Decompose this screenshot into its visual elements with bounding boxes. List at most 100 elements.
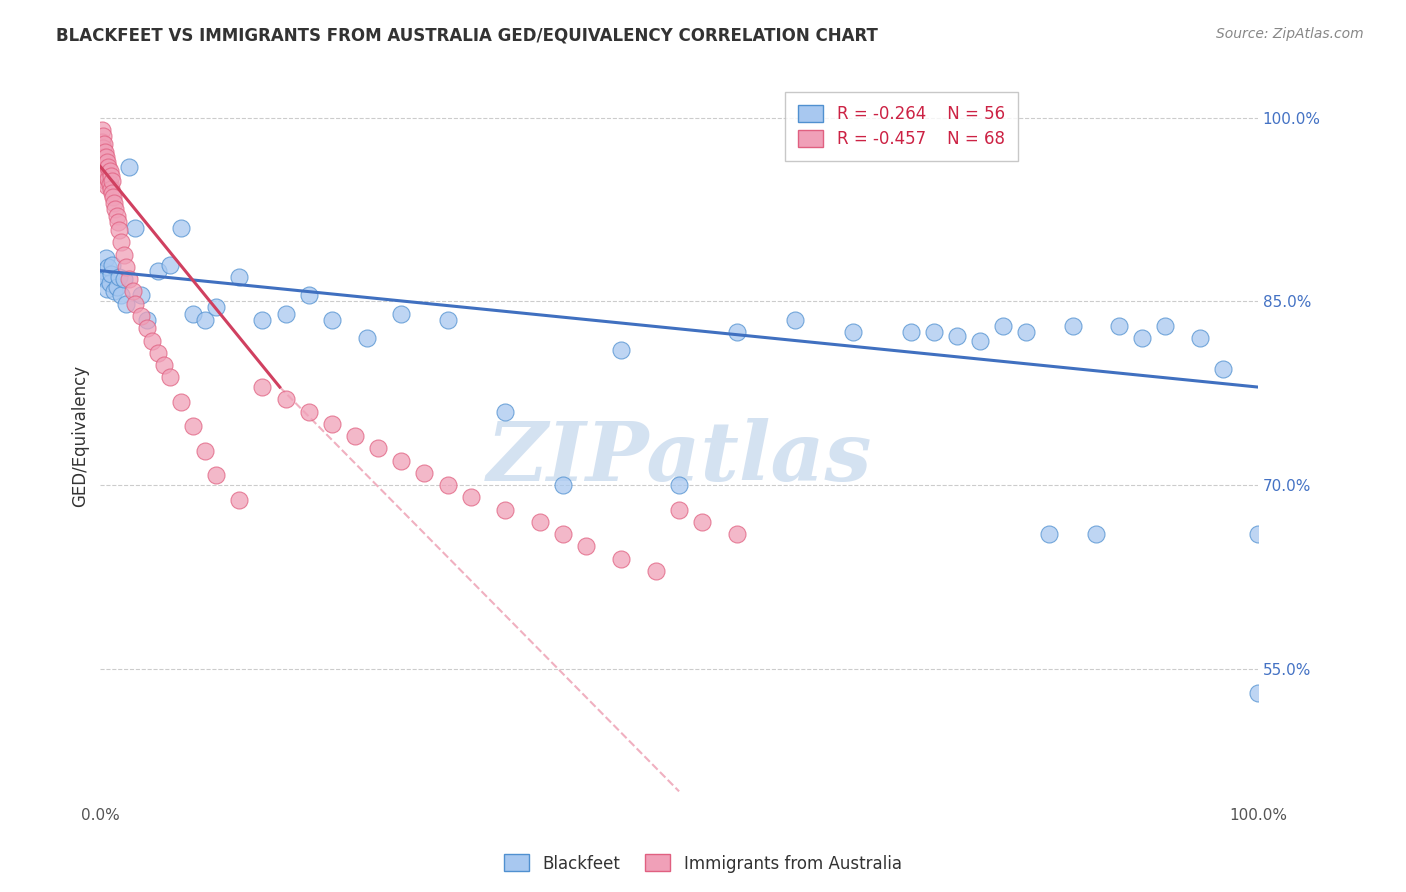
Legend: R = -0.264    N = 56, R = -0.457    N = 68: R = -0.264 N = 56, R = -0.457 N = 68 [785, 92, 1018, 161]
Point [90, 135, 112, 149]
Point [495, 502, 517, 516]
Point [1084, 527, 1107, 541]
Point [413, 466, 436, 480]
Point [725, 527, 748, 541]
Point [252, 312, 274, 326]
Point [135, 312, 157, 326]
Point [193, 443, 215, 458]
Point [118, 160, 141, 174]
Point [101, 190, 124, 204]
Point [1247, 686, 1270, 700]
Point [90, 147, 112, 161]
Point [274, 392, 297, 407]
Point [91, 128, 114, 143]
Point [436, 312, 458, 326]
Point [460, 491, 482, 505]
Point [1062, 318, 1084, 333]
Point [181, 307, 204, 321]
Point [107, 215, 129, 229]
Point [101, 174, 124, 188]
Point [103, 196, 125, 211]
Point [1038, 527, 1060, 541]
Point [228, 492, 250, 507]
Point [93, 150, 115, 164]
Point [100, 181, 122, 195]
Point [112, 272, 135, 286]
Point [356, 331, 378, 345]
Point [110, 235, 132, 250]
Point [110, 288, 132, 302]
Point [205, 468, 228, 483]
Point [91, 141, 114, 155]
Point [105, 279, 128, 293]
Point [610, 343, 633, 358]
Point [725, 325, 748, 339]
Point [298, 288, 321, 302]
Point [96, 167, 118, 181]
Point [575, 539, 598, 553]
Point [148, 345, 170, 359]
Point [100, 268, 122, 282]
Point [135, 321, 157, 335]
Point [94, 150, 117, 164]
Point [94, 169, 117, 184]
Point [436, 478, 458, 492]
Point [97, 260, 120, 274]
Point [103, 285, 125, 299]
Point [93, 161, 115, 176]
Point [343, 429, 366, 443]
Point [922, 325, 945, 339]
Point [1212, 361, 1234, 376]
Point [100, 169, 122, 184]
Point [321, 417, 343, 431]
Point [101, 258, 124, 272]
Point [228, 269, 250, 284]
Point [170, 394, 193, 409]
Point [129, 288, 152, 302]
Point [298, 404, 321, 418]
Point [141, 334, 163, 348]
Point [193, 312, 215, 326]
Point [252, 380, 274, 394]
Point [969, 334, 991, 348]
Point [1015, 325, 1038, 339]
Point [114, 297, 136, 311]
Point [114, 260, 136, 274]
Point [841, 325, 863, 339]
Point [97, 160, 120, 174]
Point [1154, 318, 1177, 333]
Point [129, 309, 152, 323]
Point [112, 248, 135, 262]
Point [690, 515, 713, 529]
Point [148, 263, 170, 277]
Point [1247, 527, 1270, 541]
Point [108, 223, 131, 237]
Point [181, 419, 204, 434]
Point [170, 220, 193, 235]
Point [105, 209, 128, 223]
Legend: Blackfeet, Immigrants from Australia: Blackfeet, Immigrants from Australia [498, 847, 908, 880]
Point [389, 307, 412, 321]
Point [108, 269, 131, 284]
Point [98, 177, 121, 191]
Point [159, 258, 181, 272]
Point [153, 358, 176, 372]
Point [159, 370, 181, 384]
Point [1188, 331, 1211, 345]
Point [93, 137, 115, 152]
Point [96, 154, 118, 169]
Point [610, 551, 633, 566]
Point [94, 272, 117, 286]
Point [90, 122, 112, 136]
Point [1108, 318, 1130, 333]
Point [94, 174, 117, 188]
Point [94, 161, 117, 176]
Point [118, 272, 141, 286]
Point [946, 328, 969, 343]
Point [1130, 331, 1153, 345]
Point [91, 153, 114, 168]
Point [321, 312, 343, 326]
Point [668, 478, 690, 492]
Point [205, 301, 228, 315]
Point [993, 318, 1015, 333]
